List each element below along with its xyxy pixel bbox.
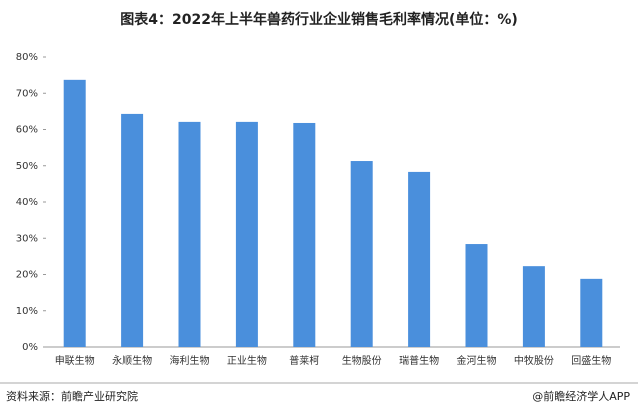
y-tick-label: 0%	[22, 342, 38, 353]
x-tick-label: 申联生物	[55, 354, 95, 367]
y-tick-label: 40%	[16, 197, 38, 208]
bar	[465, 244, 488, 347]
y-tick-label: 70%	[16, 88, 38, 99]
y-tick-label: 10%	[16, 306, 38, 317]
bar	[121, 113, 144, 347]
x-tick-label: 永顺生物	[112, 354, 152, 367]
bar	[63, 79, 86, 348]
bar	[408, 171, 431, 347]
x-tick-label: 回盛生物	[571, 354, 611, 367]
x-tick-label: 瑞普生物	[399, 354, 439, 367]
bar	[235, 121, 258, 347]
y-tick-label: 50%	[16, 161, 38, 172]
x-tick-label: 生物股份	[342, 354, 382, 367]
y-tick-label: 30%	[16, 233, 38, 244]
brand-note: @前瞻经济学人APP	[532, 389, 630, 403]
bar	[522, 266, 545, 347]
bar	[293, 122, 316, 347]
source-note: 资料来源：前瞻产业研究院	[6, 389, 138, 403]
x-tick-label: 普莱柯	[289, 354, 319, 367]
y-tick-label: 80%	[16, 52, 38, 63]
x-tick-label: 金河生物	[457, 354, 497, 367]
x-tick-label: 海利生物	[170, 354, 210, 367]
x-tick-label: 正业生物	[227, 354, 267, 367]
chart-title: 图表4：2022年上半年兽药行业企业销售毛利率情况(单位：%)	[120, 11, 518, 28]
bar	[580, 278, 603, 347]
bar	[350, 161, 373, 347]
bar	[178, 121, 201, 347]
y-tick-label: 20%	[16, 270, 38, 281]
y-tick-label: 60%	[16, 125, 38, 136]
x-tick-label: 中牧股份	[514, 354, 554, 367]
